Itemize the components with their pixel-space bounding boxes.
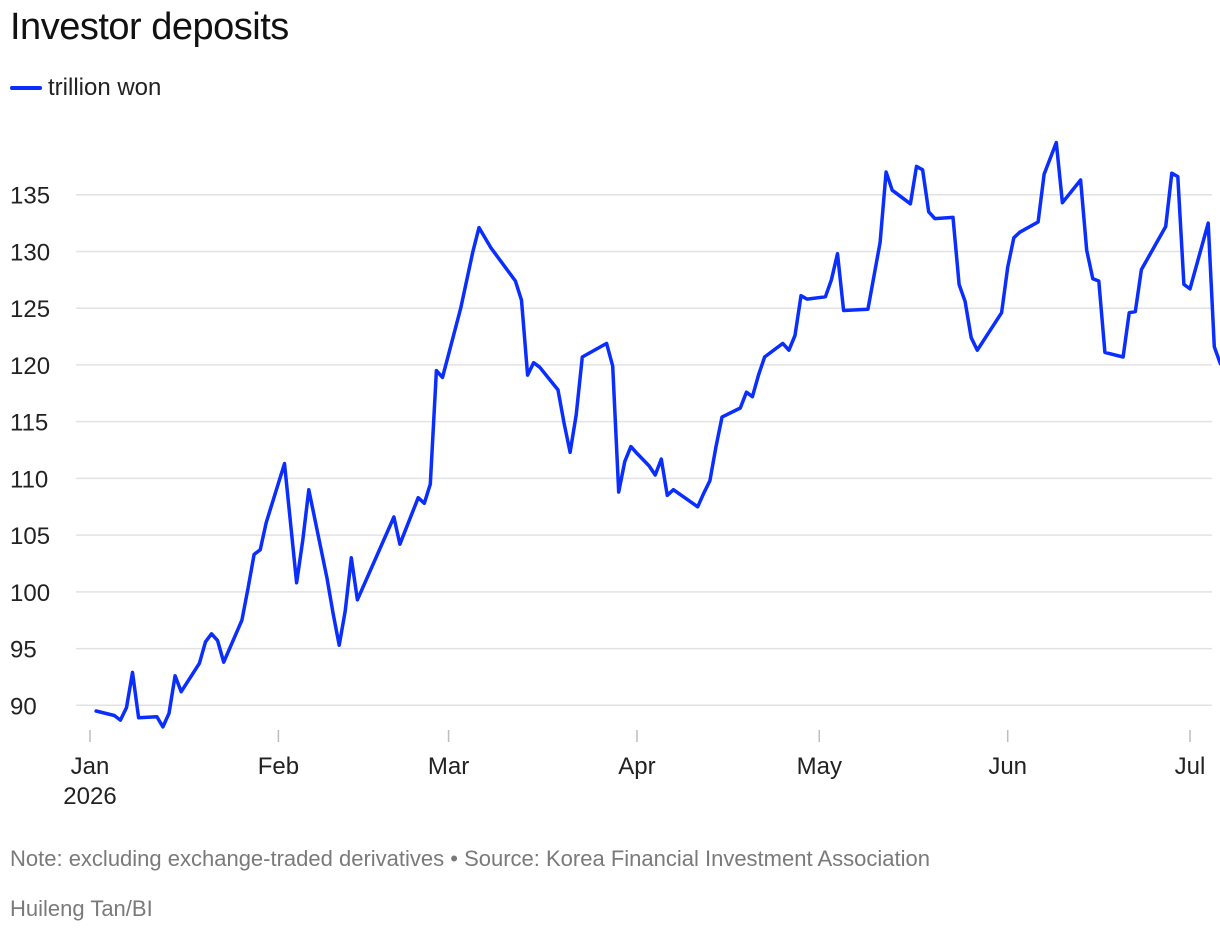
series-layer (94, 140, 1220, 729)
x-tick-label: Jun (988, 753, 1027, 780)
y-tick-label: 115 (10, 410, 48, 437)
line-chart: 90 95 100 105 110 115 120 125 130 135 Jan 2026 Feb M… (10, 140, 1220, 810)
legend-label: trillion won (48, 74, 162, 101)
x-tick-label: Jan (71, 753, 110, 780)
x-tick-label: Apr (618, 753, 655, 780)
y-tick-label: 135 (10, 183, 50, 210)
y-tick-label: 90 (10, 693, 37, 720)
x-tick-label: Mar (428, 753, 469, 780)
series-line (94, 140, 1220, 729)
y-tick-label: 125 (10, 296, 50, 323)
x-tick-label: Feb (258, 753, 299, 780)
x-tick-label: May (797, 753, 842, 780)
y-tick-label: 130 (10, 239, 50, 266)
page-title: Investor deposits (10, 6, 289, 48)
y-tick-label: 110 (10, 466, 48, 493)
x-tick-label: Jul (1175, 753, 1206, 780)
y-tick-label: 120 (10, 353, 50, 380)
legend-line-swatch (10, 86, 42, 90)
y-tick-label: 100 (10, 580, 50, 607)
y-axis-ticks: 90 95 100 105 110 115 120 125 130 135 (10, 183, 50, 721)
x-tick-sublabel: 2026 (63, 783, 116, 810)
author-credit: Huileng Tan/BI (10, 896, 153, 921)
y-tick-label: 95 (10, 637, 37, 664)
source-note: Note: excluding exchange-traded derivati… (10, 846, 930, 871)
chart-legend: trillion won (10, 74, 161, 102)
y-tick-label: 105 (10, 523, 50, 550)
x-axis-ticks: Jan 2026 Feb Mar Apr May Jun Jul (63, 730, 1205, 810)
gridlines (76, 193, 1212, 707)
